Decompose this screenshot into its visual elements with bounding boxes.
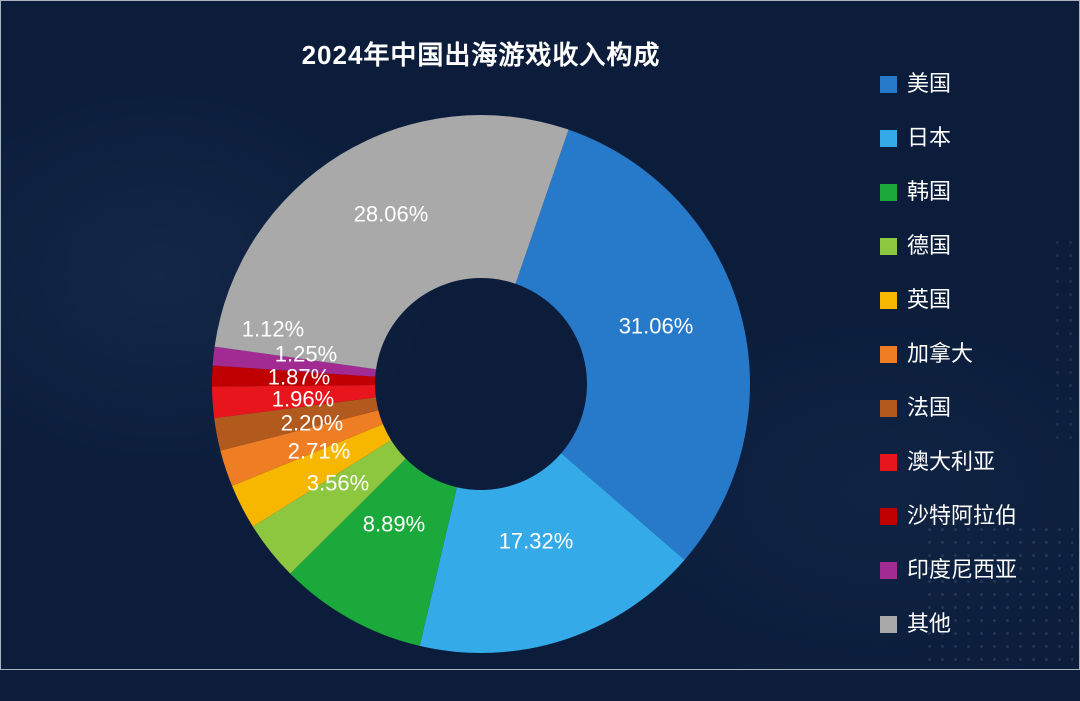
legend-swatch (880, 183, 897, 201)
legend-item-1: 日本 (880, 127, 1017, 149)
legend-label: 其他 (907, 611, 952, 636)
legend-swatch (880, 453, 897, 471)
slice-data-label-5: 2.20% (281, 411, 343, 436)
legend-swatch (880, 615, 897, 633)
pie-slice-3 (252, 440, 406, 574)
donut-chart: 31.06% 17.32% 8.89% 3.56% 2.71% 2.20%1.96%1.8… (211, 115, 750, 654)
legend-label: 德国 (907, 233, 952, 258)
legend-label: 法国 (907, 395, 952, 420)
legend-label: 韩国 (907, 179, 952, 204)
legend-swatch (880, 345, 897, 363)
pie-slice-6 (214, 397, 379, 451)
legend-item-0: 美国 (880, 73, 1017, 95)
slice-data-label-3: 3.56% (307, 471, 369, 496)
legend-item-10: 其他 (880, 613, 1017, 635)
legend-swatch (880, 237, 897, 255)
legend-label: 日本 (907, 125, 952, 150)
pie-slice-4 (232, 424, 392, 527)
legend-label: 美国 (907, 71, 952, 96)
legend-item-8: 沙特阿拉伯 (880, 505, 1017, 527)
slice-data-label-1: 17.32% (499, 529, 574, 554)
legend-swatch (880, 129, 897, 147)
legend-item-2: 韩国 (880, 181, 1017, 203)
pie-slice-10 (214, 115, 569, 370)
slice-data-label-10: 28.06% (354, 202, 429, 227)
pie-slice-2 (290, 458, 457, 646)
slice-data-label-8: 1.25% (275, 342, 337, 367)
pie-slice-5 (220, 410, 383, 486)
legend-label: 英国 (907, 287, 952, 312)
legend-item-5: 加拿大 (880, 343, 1017, 365)
legend-swatch (880, 75, 897, 93)
slice-data-label-7: 1.87% (268, 365, 330, 390)
pie-slice-8 (211, 365, 376, 387)
pie-slice-7 (212, 385, 376, 419)
legend-item-3: 德国 (880, 235, 1017, 257)
legend-item-7: 澳大利亚 (880, 451, 1017, 473)
legend-label: 印度尼西亚 (907, 557, 1018, 582)
legend-item-9: 印度尼西亚 (880, 559, 1017, 581)
legend-label: 沙特阿拉伯 (907, 503, 1018, 528)
chart-title: 2024年中国出海游戏收入构成 (301, 40, 661, 70)
slice-data-label-4: 2.71% (288, 439, 350, 464)
slice-data-label-9: 1.12% (242, 317, 304, 342)
legend-swatch (880, 507, 897, 525)
pie-slice-9 (212, 346, 377, 377)
legend-swatch (880, 399, 897, 417)
legend-swatch (880, 561, 897, 579)
pie-slice-1 (419, 453, 685, 654)
legend-item-4: 英国 (880, 289, 1017, 311)
legend-swatch (880, 291, 897, 309)
legend-item-6: 法国 (880, 397, 1017, 419)
legend-label: 加拿大 (907, 341, 974, 366)
slice-data-label-2: 8.89% (363, 512, 425, 537)
legend-label: 澳大利亚 (907, 449, 996, 474)
chart-legend: 美国日本韩国德国英国加拿大法国澳大利亚沙特阿拉伯印度尼西亚其他 (880, 73, 1017, 635)
slice-data-label-6: 1.96% (272, 387, 334, 412)
pie-slice-0 (515, 129, 750, 560)
slice-data-label-0: 31.06% (619, 314, 694, 339)
